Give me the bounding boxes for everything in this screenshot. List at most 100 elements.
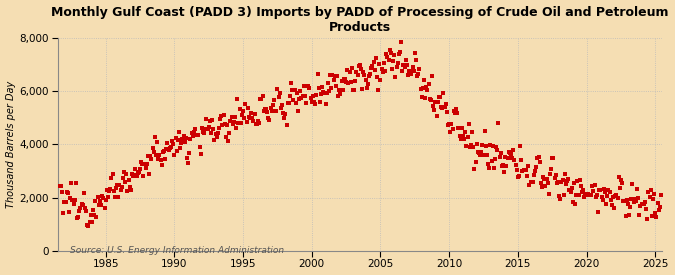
Point	[140, 166, 151, 170]
Point	[244, 115, 254, 119]
Point	[325, 72, 335, 77]
Point	[327, 73, 338, 77]
Point	[213, 125, 224, 130]
Point	[445, 130, 456, 134]
Point	[472, 150, 483, 155]
Point	[578, 188, 589, 192]
Point	[568, 181, 579, 185]
Point	[632, 186, 643, 191]
Point	[153, 157, 164, 162]
Point	[298, 84, 309, 89]
Point	[221, 122, 232, 127]
Point	[249, 112, 260, 116]
Point	[469, 166, 480, 171]
Point	[348, 88, 358, 92]
Point	[67, 198, 78, 202]
Point	[248, 119, 259, 123]
Point	[367, 64, 378, 69]
Point	[338, 88, 348, 92]
Point	[331, 74, 342, 78]
Point	[59, 200, 70, 205]
Point	[553, 180, 564, 185]
Point	[649, 192, 659, 197]
Point	[76, 202, 87, 206]
Point	[422, 88, 433, 92]
Point	[63, 191, 74, 195]
Point	[635, 204, 646, 208]
Point	[624, 213, 634, 218]
Point	[290, 101, 301, 105]
Point	[230, 114, 240, 119]
Point	[384, 48, 395, 52]
Point	[47, 190, 57, 195]
Point	[236, 113, 247, 118]
Point	[412, 73, 423, 78]
Point	[483, 162, 493, 166]
Point	[543, 192, 554, 197]
Point	[256, 97, 267, 101]
Point	[58, 210, 69, 215]
Point	[310, 102, 321, 106]
Point	[542, 180, 553, 185]
Point	[338, 77, 349, 81]
Point	[535, 180, 546, 185]
Point	[90, 199, 101, 203]
Point	[277, 103, 288, 107]
Point	[335, 92, 346, 96]
Point	[655, 204, 666, 209]
Point	[448, 108, 459, 113]
Point	[456, 126, 467, 131]
Point	[595, 188, 605, 192]
Point	[187, 134, 198, 138]
Point	[358, 70, 369, 74]
Point	[238, 109, 248, 113]
Point	[529, 173, 539, 178]
Point	[512, 175, 523, 180]
Point	[591, 195, 601, 200]
Point	[593, 210, 603, 214]
Point	[647, 214, 657, 218]
Point	[346, 66, 357, 70]
Point	[81, 209, 92, 213]
Point	[333, 94, 344, 99]
Point	[326, 85, 337, 90]
Point	[246, 111, 256, 115]
Point	[429, 108, 439, 112]
Point	[215, 116, 225, 121]
Point	[264, 117, 275, 122]
Point	[423, 82, 434, 87]
Point	[481, 144, 491, 148]
Point	[231, 126, 242, 130]
Point	[637, 202, 648, 206]
Point	[487, 144, 498, 148]
Point	[184, 151, 194, 155]
Point	[328, 78, 339, 82]
Point	[232, 97, 243, 101]
Point	[122, 189, 133, 193]
Point	[129, 173, 140, 177]
Point	[555, 197, 566, 201]
Point	[497, 163, 508, 167]
Point	[252, 119, 263, 123]
Point	[259, 107, 270, 111]
Point	[518, 168, 529, 173]
Point	[608, 195, 618, 199]
Point	[171, 148, 182, 153]
Point	[95, 199, 105, 204]
Point	[563, 177, 574, 181]
Point	[136, 160, 146, 164]
Point	[576, 190, 587, 195]
Point	[356, 67, 367, 72]
Point	[226, 115, 237, 119]
Point	[519, 168, 530, 172]
Point	[387, 59, 398, 64]
Point	[450, 111, 460, 115]
Point	[523, 164, 534, 169]
Point	[271, 108, 281, 113]
Point	[619, 199, 630, 204]
Point	[80, 206, 90, 211]
Point	[625, 205, 636, 209]
Point	[234, 107, 245, 111]
Point	[402, 72, 413, 77]
Point	[587, 184, 598, 188]
